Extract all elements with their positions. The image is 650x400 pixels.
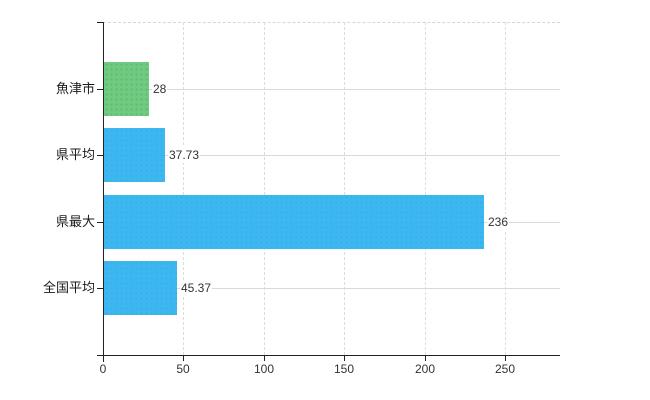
bar-value-label: 45.37	[180, 280, 213, 296]
y-axis-category-label: 全国平均	[42, 280, 95, 295]
grid-line-vertical	[344, 22, 345, 355]
x-axis-tick-label: 50	[176, 362, 190, 376]
x-axis-tick-label: 100	[253, 362, 275, 376]
x-axis-tick	[264, 356, 265, 361]
category-grid-line	[104, 155, 560, 156]
y-axis-tick	[97, 222, 103, 223]
y-axis-tick	[97, 155, 103, 156]
y-axis-category-label: 県最大	[55, 214, 95, 229]
x-axis-tick	[425, 356, 426, 361]
x-axis-tick	[505, 356, 506, 361]
y-axis-line	[103, 22, 104, 362]
chart-bar	[104, 62, 149, 116]
chart-bar	[104, 195, 484, 249]
grid-line-vertical	[505, 22, 506, 355]
grid-line-vertical	[183, 22, 184, 355]
x-axis-tick	[344, 356, 345, 361]
grid-line-vertical	[425, 22, 426, 355]
bar-value-label: 28	[152, 81, 168, 97]
x-axis-tick-label: 250	[494, 362, 516, 376]
chart-bar	[104, 261, 177, 315]
x-axis-line	[97, 355, 560, 356]
chart-bar	[104, 128, 165, 182]
y-axis-tick	[97, 89, 103, 90]
x-axis-tick-label: 0	[99, 362, 107, 376]
y-axis-category-label: 県平均	[55, 147, 95, 162]
x-axis-tick-label: 200	[414, 362, 436, 376]
y-axis-tick	[97, 288, 103, 289]
y-axis-end-tick	[97, 22, 103, 23]
category-grid-line	[104, 89, 560, 90]
plot-top-border	[103, 22, 560, 23]
x-axis-tick-label: 150	[333, 362, 355, 376]
x-axis-tick	[183, 356, 184, 361]
category-grid-line	[104, 288, 560, 289]
y-axis-category-label: 魚津市	[55, 81, 95, 96]
grid-line-vertical	[264, 22, 265, 355]
bar-value-label: 37.73	[168, 147, 201, 163]
bar-value-label: 236	[487, 214, 510, 230]
